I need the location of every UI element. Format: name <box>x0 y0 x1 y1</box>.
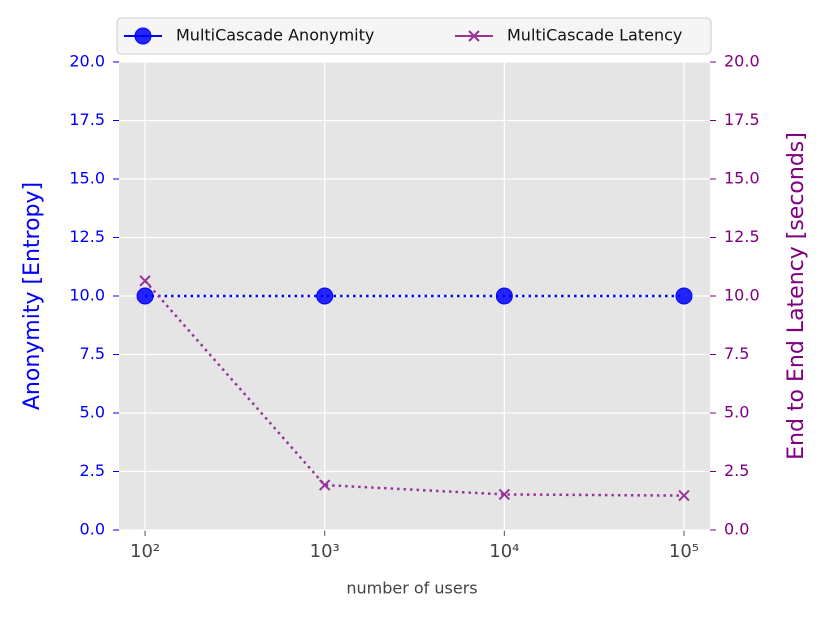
y-tick-label: 0.0 <box>80 520 105 539</box>
x-tick-label: 10² <box>130 541 160 562</box>
y2-axis-label: End to End Latency [seconds] <box>784 132 809 460</box>
data-point <box>498 488 511 501</box>
y-axis-label: Anonymity [Entropy] <box>20 182 45 410</box>
y-tick-label: 5.0 <box>80 403 105 422</box>
y-tick-label: 17.5 <box>724 110 760 129</box>
y-tick-label: 15.0 <box>69 169 105 188</box>
y-tick-label: 20.0 <box>724 52 760 71</box>
y-tick-label: 12.5 <box>724 227 760 246</box>
y-tick-label: 2.5 <box>724 461 749 480</box>
y-tick-label: 10.0 <box>724 286 760 305</box>
y-tick-label: 17.5 <box>69 110 105 129</box>
x-tick-label: 10⁴ <box>489 541 519 562</box>
data-point <box>678 489 690 502</box>
y-tick-label: 7.5 <box>80 344 105 363</box>
series-line <box>144 279 684 497</box>
data-point <box>316 287 334 305</box>
y-tick-label: 12.5 <box>69 227 105 246</box>
grid: 10² 10³ 10⁴ 10⁵ 0.0 2.5 5.0 7.5 10.0 12.5 15.0 17.5… <box>69 52 759 563</box>
y-tick-label: 7.5 <box>724 344 749 363</box>
x-tick-label: 10⁵ <box>669 541 699 562</box>
y-tick-label: 2.5 <box>80 461 105 480</box>
legend-marker <box>468 30 480 42</box>
y-tick-label: 5.0 <box>724 403 749 422</box>
y-tick-label: 15.0 <box>724 169 760 188</box>
y-tick-label: 10.0 <box>69 286 105 305</box>
legend: MultiCascade Anonymity MultiCascade Laten… <box>124 26 682 45</box>
x-axis-label: number of users <box>346 579 477 598</box>
data-point <box>139 275 151 287</box>
data-point <box>675 287 693 305</box>
legend-marker <box>134 27 152 45</box>
x-tick-label: 10³ <box>310 541 340 562</box>
legend-label: MultiCascade Anonymity <box>176 26 374 45</box>
legend-label: MultiCascade Latency <box>507 26 682 45</box>
legend-box <box>116 17 712 55</box>
data-point <box>136 287 154 305</box>
y-tick-label: 20.0 <box>69 52 105 71</box>
data-point <box>495 287 513 305</box>
marks <box>136 275 693 502</box>
data-point <box>318 479 331 491</box>
y-tick-label: 0.0 <box>724 520 749 539</box>
